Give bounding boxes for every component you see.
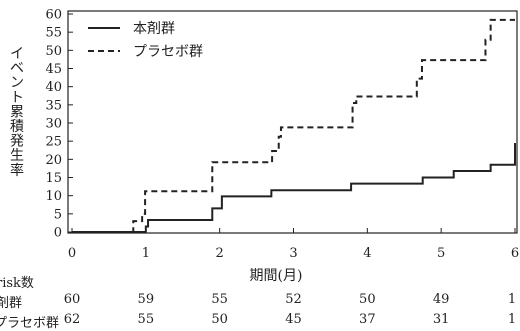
y-tick-label: 30 [45, 117, 62, 132]
x-tick-label: 3 [289, 246, 297, 261]
risk-value: 55 [137, 312, 155, 327]
risk-value: 59 [137, 292, 155, 307]
y-tick-label: 10 [45, 189, 62, 204]
legend-label-placebo: プラセボ群 [133, 44, 203, 60]
series-active-line [72, 142, 516, 233]
y-tick-label: 0 [54, 226, 62, 241]
y-tick-label: 60 [45, 8, 62, 23]
risk-value: 50 [211, 312, 228, 327]
risk-value: 60 [63, 292, 81, 307]
y-tick-label: 15 [45, 171, 62, 186]
y-axis-label-char: ン [10, 75, 24, 91]
y-axis-label-char: 生 [10, 148, 24, 164]
y-tick-label: 5 [54, 207, 62, 222]
legend-label-active: 本剤群 [133, 21, 175, 37]
axis-ticks [68, 13, 516, 233]
y-tick-label: 35 [45, 98, 62, 113]
risk-header: risk数 [0, 276, 34, 291]
x-tick-label: 0 [68, 246, 76, 261]
risk-row-label-placebo: プラセボ群 [0, 316, 60, 331]
risk-value: 62 [63, 312, 81, 327]
y-axis-label-char: ト [10, 90, 24, 106]
risk-value: 45 [285, 312, 302, 327]
risk-value: 55 [211, 292, 228, 307]
y-axis-label-char: イ [10, 46, 24, 62]
risk-value: 49 [432, 292, 450, 307]
y-tick-label: 25 [45, 135, 62, 150]
x-tick-label: 6 [511, 246, 519, 261]
y-tick-label: 20 [45, 153, 62, 168]
x-tick-label: 5 [437, 246, 445, 261]
y-axis-label-char: ベ [10, 61, 24, 77]
plot-frame [67, 10, 518, 234]
y-axis-label-char: 率 [10, 162, 24, 179]
y-tick-label: 40 [45, 80, 62, 95]
risk-value: 1 [507, 292, 517, 307]
risk-value: 31 [432, 312, 450, 327]
risk-value: 1 [507, 312, 517, 327]
x-axis-label: 期間(月) [250, 268, 303, 284]
series-layer [72, 18, 516, 233]
y-tick-label: 45 [45, 62, 62, 77]
y-axis-label-char: 累 [10, 104, 24, 120]
x-tick-label: 2 [216, 246, 224, 261]
x-tick-label: 4 [363, 246, 371, 261]
risk-value: 50 [359, 292, 376, 307]
y-tick-label: 55 [45, 26, 62, 41]
risk-value: 37 [359, 312, 376, 327]
risk-value: 52 [285, 292, 302, 307]
legend: 本剤群 プラセボ群 [88, 21, 203, 60]
risk-row-label-active: 剤群 [0, 296, 23, 311]
y-tick-label: 50 [45, 44, 62, 59]
y-axis-label-char: 発 [10, 134, 24, 150]
x-tick-label: 1 [142, 246, 150, 261]
y-axis-label-char: 積 [10, 119, 24, 135]
